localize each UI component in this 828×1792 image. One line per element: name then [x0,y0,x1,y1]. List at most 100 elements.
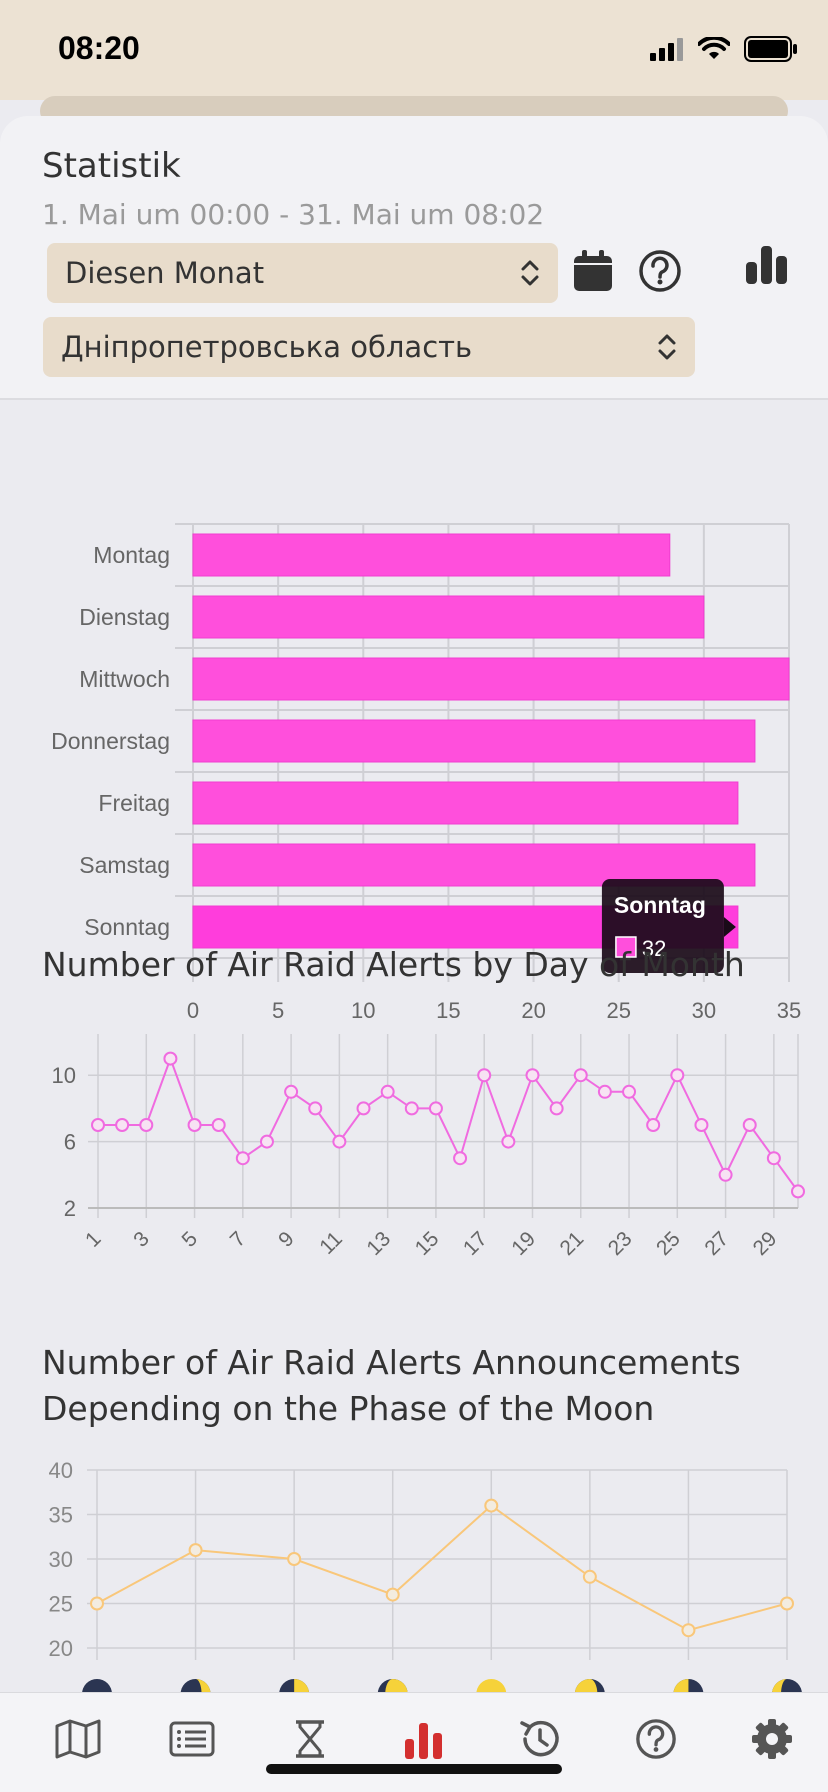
tab-history[interactable] [510,1709,570,1769]
bar [192,595,705,639]
period-select[interactable]: Diesen Monat [47,243,558,303]
settings-icon [752,1719,792,1759]
list-icon [169,1721,215,1757]
weekday-bar-chart: 0 5 10 15 20 25 30 35 Montag Dienstag Mittwoch Donn… [51,523,801,1022]
y-tick-label: Samstag [79,852,170,878]
bar [192,533,671,577]
x-tick-label: 7 [226,1227,251,1252]
y-tick-label: Freitag [98,790,170,816]
help-icon[interactable] [638,249,682,293]
data-point [718,1167,733,1182]
data-point [284,1084,299,1099]
x-tick-label: 30 [692,998,716,1022]
y-tick-label: Donnerstag [51,728,170,754]
data-point [187,1118,202,1132]
data-point [791,1184,805,1199]
x-tick-label: 0 [187,998,199,1022]
x-tick-label: 35 [777,998,801,1022]
statistics-sheet: Statistik 1. Mai um 00:00 - 31. Mai um 0… [0,116,828,1792]
data-point [211,1118,226,1132]
data-point [259,1134,274,1149]
tab-map[interactable] [48,1709,108,1769]
x-tick-label: 15 [436,998,460,1022]
y-tick-label: 30 [49,1547,73,1572]
x-tick-label: 20 [521,998,545,1022]
tab-timer[interactable] [280,1709,340,1769]
x-tick-label: 25 [652,1227,685,1260]
data-point [428,1101,443,1116]
data-point [308,1101,323,1116]
x-tick-label: 15 [411,1227,444,1260]
battery-icon [744,36,797,62]
tooltip-caret [723,917,736,937]
y-tick-label: Sonntag [84,914,170,940]
y-tick-label: Dienstag [79,604,170,630]
y-tick-label: Mittwoch [79,666,170,692]
status-bar: 08:20 [0,0,828,100]
bar [192,657,790,701]
hourglass-icon [296,1720,324,1758]
y-tick-label: 2 [64,1196,76,1221]
x-tick-label: 3 [129,1227,154,1252]
y-tick-label: 35 [49,1503,73,1528]
y-tick-label: Montag [93,542,170,568]
data-point [525,1068,540,1083]
help-icon [636,1719,676,1759]
x-tick-label: 25 [606,998,630,1022]
wifi-icon [698,37,730,59]
data-point [380,1084,395,1099]
data-point [670,1068,685,1083]
map-icon [55,1719,101,1759]
data-point [484,1498,499,1513]
tab-list[interactable] [162,1709,222,1769]
data-point [681,1623,696,1638]
bar-chart-icon[interactable] [744,242,790,286]
history-icon [520,1720,559,1757]
x-tick-label: 19 [507,1227,540,1260]
statistics-icon [405,1723,442,1759]
data-point [235,1151,250,1166]
data-point [573,1068,588,1083]
data-point [694,1118,709,1132]
x-tick-label: 5 [178,1227,203,1252]
home-indicator [266,1764,562,1774]
period-select-value: Diesen Monat [65,256,265,290]
data-point [742,1118,757,1132]
data-point [287,1552,302,1566]
page-title: Statistik [42,146,181,186]
region-select-value: Дніпропетровська область [61,330,473,364]
tab-help[interactable] [626,1709,686,1769]
x-tick-label: 21 [556,1227,589,1260]
chevron-updown-icon [521,260,539,286]
region-select[interactable]: Дніпропетровська область [43,317,695,377]
data-point [549,1101,564,1116]
data-point [646,1118,661,1132]
data-point [385,1587,400,1602]
x-tick-label: 29 [749,1227,782,1260]
tab-bar [0,1692,828,1792]
x-tick-label: 17 [459,1227,492,1260]
data-point [163,1051,178,1066]
data-point [91,1118,105,1132]
y-tick-label: 10 [52,1063,76,1088]
data-point [622,1084,637,1099]
status-icons [648,36,798,62]
tooltip-title: Sonntag [614,892,706,918]
data-point [780,1596,794,1611]
date-range: 1. Mai um 00:00 - 31. Mai um 08:02 [42,198,545,231]
data-point [766,1151,781,1166]
x-tick-label: 5 [272,998,284,1022]
chevron-updown-icon [658,334,676,360]
y-tick-label: 25 [49,1592,73,1617]
data-point [597,1084,612,1099]
y-tick-label: 6 [64,1130,76,1155]
data-point [582,1569,597,1584]
calendar-icon[interactable] [572,249,614,293]
tab-settings[interactable] [742,1709,802,1769]
cellular-signal-icon [650,38,683,61]
data-point [453,1151,468,1166]
data-point [90,1596,104,1611]
tab-statistics[interactable] [394,1709,454,1769]
y-tick-label: 40 [49,1458,73,1483]
